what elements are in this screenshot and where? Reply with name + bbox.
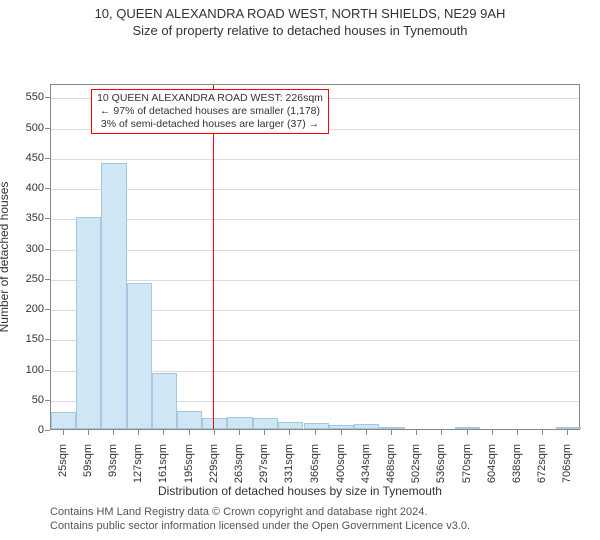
y-tick-label: 50 [0,394,44,406]
histogram-bar [202,418,227,429]
y-tick-mark [45,128,50,129]
x-tick-label: 161sqm [157,444,169,494]
x-tick-mark [341,430,342,435]
histogram-bar [51,412,76,429]
y-tick-mark [45,97,50,98]
x-tick-label: 93sqm [107,444,119,494]
x-tick-mark [63,430,64,435]
histogram-bar [304,423,329,429]
x-tick-mark [264,430,265,435]
reference-line [213,85,214,429]
y-tick-label: 550 [0,91,44,103]
x-tick-mark [416,430,417,435]
y-tick-label: 250 [0,273,44,285]
histogram-bar [379,427,404,429]
x-tick-label: 59sqm [82,444,94,494]
histogram-bar [227,417,252,429]
y-tick-label: 450 [0,152,44,164]
y-tick-mark [45,400,50,401]
y-tick-mark [45,279,50,280]
x-tick-mark [189,430,190,435]
gridline [51,280,579,281]
x-tick-label: 604sqm [486,444,498,494]
x-tick-label: 127sqm [132,444,144,494]
plot-area: 10 QUEEN ALEXANDRA ROAD WEST: 226sqm← 97… [50,84,580,430]
x-tick-mark [289,430,290,435]
y-tick-label: 300 [0,243,44,255]
x-tick-mark [239,430,240,435]
x-tick-mark [542,430,543,435]
x-tick-mark [88,430,89,435]
x-tick-mark [214,430,215,435]
histogram-bar [278,422,303,429]
x-tick-label: 570sqm [461,444,473,494]
x-tick-label: 25sqm [57,444,69,494]
y-tick-label: 150 [0,333,44,345]
gridline [51,159,579,160]
y-tick-label: 100 [0,364,44,376]
y-tick-label: 350 [0,212,44,224]
x-tick-mark [567,430,568,435]
chart-body: Number of detached houses 10 QUEEN ALEXA… [0,38,600,540]
x-tick-label: 195sqm [183,444,195,494]
y-tick-mark [45,309,50,310]
annotation-box: 10 QUEEN ALEXANDRA ROAD WEST: 226sqm← 97… [91,89,329,134]
histogram-bar [329,425,354,429]
y-tick-mark [45,339,50,340]
annotation-line: 10 QUEEN ALEXANDRA ROAD WEST: 226sqm [96,92,324,105]
histogram-bar [177,411,202,429]
x-tick-mark [366,430,367,435]
y-tick-label: 200 [0,303,44,315]
histogram-bar [127,283,152,429]
x-tick-label: 434sqm [360,444,372,494]
y-tick-mark [45,370,50,371]
x-tick-mark [315,430,316,435]
y-tick-mark [45,188,50,189]
x-tick-label: 366sqm [309,444,321,494]
y-tick-mark [45,430,50,431]
x-tick-label: 638sqm [511,444,523,494]
x-tick-label: 297sqm [258,444,270,494]
annotation-line: 3% of semi-detached houses are larger (3… [96,118,324,131]
gridline [51,250,579,251]
x-tick-label: 331sqm [283,444,295,494]
x-tick-label: 400sqm [335,444,347,494]
y-tick-label: 400 [0,182,44,194]
x-tick-label: 706sqm [561,444,573,494]
footer-copyright-1: Contains HM Land Registry data © Crown c… [50,506,427,518]
gridline [51,189,579,190]
footer-copyright-2: Contains public sector information licen… [50,520,470,532]
histogram-bar [354,424,379,429]
histogram-bar [152,373,177,429]
y-tick-mark [45,249,50,250]
x-tick-mark [517,430,518,435]
histogram-bar [455,427,480,429]
y-tick-label: 0 [0,424,44,436]
x-tick-label: 229sqm [208,444,220,494]
y-tick-mark [45,218,50,219]
histogram-bar [76,217,101,429]
y-tick-label: 500 [0,122,44,134]
histogram-bar [253,418,278,429]
chart-title: 10, QUEEN ALEXANDRA ROAD WEST, NORTH SHI… [0,6,600,21]
x-tick-mark [492,430,493,435]
histogram-bar [556,427,581,429]
x-tick-label: 536sqm [435,444,447,494]
chart-subtitle: Size of property relative to detached ho… [0,23,600,38]
x-tick-mark [467,430,468,435]
x-tick-mark [138,430,139,435]
x-tick-label: 263sqm [233,444,245,494]
y-tick-mark [45,158,50,159]
x-tick-mark [391,430,392,435]
gridline [51,219,579,220]
x-tick-mark [441,430,442,435]
x-tick-mark [113,430,114,435]
annotation-line: ← 97% of detached houses are smaller (1,… [96,105,324,118]
x-tick-label: 672sqm [536,444,548,494]
x-tick-mark [163,430,164,435]
x-tick-label: 468sqm [385,444,397,494]
x-tick-label: 502sqm [410,444,422,494]
histogram-bar [101,163,126,429]
